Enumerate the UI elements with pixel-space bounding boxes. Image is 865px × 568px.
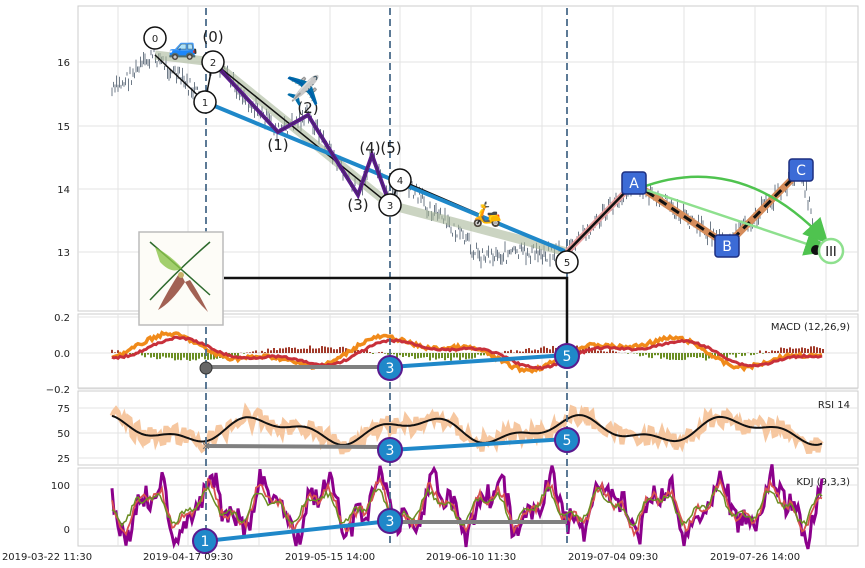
svg-text:III: III — [825, 245, 837, 260]
wave-3-marker: 3 — [378, 193, 402, 217]
svg-text:C: C — [796, 163, 806, 179]
x-axis: 2019-03-22 11:30 2019-04-17 09:30 2019-05-… — [2, 552, 800, 563]
subwave-label-3: (3) — [347, 196, 368, 214]
wave-sub-gray — [212, 61, 391, 206]
svg-text:5: 5 — [563, 349, 572, 365]
x-tick-label: 2019-07-26 14:00 — [710, 552, 800, 563]
svg-text:2: 2 — [210, 58, 216, 69]
macd-signal-line — [111, 335, 823, 371]
svg-text:1: 1 — [201, 534, 210, 550]
x-tick-label: 2019-04-17 09:30 — [143, 552, 233, 563]
wave-trend-blue — [204, 100, 568, 254]
wave-5-marker: 5 — [555, 250, 579, 274]
subwave-label-1: (1) — [267, 136, 288, 154]
subwave-label-5: (5) — [380, 139, 401, 157]
subwave-labels: (0) (1) (2) (3) (4) (5) — [202, 28, 401, 214]
y-tick-label: 13 — [57, 248, 70, 259]
emoji-icons: 🚙 ✈️ 🛵 — [168, 33, 502, 228]
svg-text:1: 1 — [202, 98, 208, 109]
y-tick-label: 16 — [57, 58, 70, 69]
macd-label: MACD (12,26,9) — [771, 322, 850, 333]
kdj-k-line — [111, 476, 823, 538]
wave-2-marker: 2 — [201, 50, 225, 74]
kdj-d-line — [111, 486, 823, 528]
kdj-j-line — [110, 464, 824, 550]
kdj-marker-1: 1 — [192, 528, 218, 554]
macd-marker-5: 5 — [554, 343, 580, 369]
x-tick-label: 2019-07-04 09:30 — [568, 552, 658, 563]
x-tick-label: 2019-05-15 14:00 — [285, 552, 375, 563]
svg-text:3: 3 — [386, 514, 395, 530]
inset-image — [138, 231, 224, 326]
inset-connector — [224, 276, 569, 350]
y-tick-label: 0.0 — [54, 349, 70, 360]
wave-0-marker: 0 — [143, 26, 167, 50]
subwave-label-4: (4) — [359, 139, 380, 157]
y-tick-label: 0 — [64, 525, 70, 536]
y-tick-label: 75 — [57, 404, 70, 415]
svg-text:5: 5 — [564, 258, 570, 269]
kdj-label: KDJ (9,3,3) — [796, 477, 850, 488]
wave-1-marker: 1 — [193, 90, 217, 114]
rsi-marker-3: 3 — [377, 437, 403, 463]
x-tick-label: 2019-06-10 11:30 — [426, 552, 516, 563]
svg-text:✕: ✕ — [201, 440, 210, 453]
y-tick-label: 15 — [57, 122, 70, 133]
y-tick-label: −0.2 — [46, 385, 70, 396]
rsi-line — [111, 414, 823, 446]
end-marker-iii: III — [811, 237, 845, 265]
subwave-label-2: (2) — [297, 99, 318, 117]
svg-text:4: 4 — [397, 176, 403, 187]
y-tick-label: 14 — [57, 185, 70, 196]
x-tick-label: 2019-03-22 11:30 — [2, 552, 92, 563]
projection-green-1 — [639, 186, 830, 256]
y-tick-label: 100 — [51, 481, 70, 492]
projection-green-2 — [639, 175, 829, 244]
kdj-marker-3: 3 — [377, 508, 403, 534]
svg-text:B: B — [722, 239, 732, 255]
subwave-label-0: (0) — [202, 28, 223, 46]
box-b: B — [714, 234, 740, 258]
rsi-label: RSI 14 — [818, 400, 850, 411]
svg-text:3: 3 — [387, 201, 393, 212]
y-tick-label: 25 — [57, 454, 70, 465]
plane-icon: ✈️ — [286, 73, 321, 107]
box-a: A — [621, 171, 647, 195]
macd-line — [111, 330, 823, 374]
rsi-marker-5: 5 — [554, 427, 580, 453]
svg-text:5: 5 — [563, 433, 572, 449]
svg-text:A: A — [629, 176, 639, 192]
abc-boxes: A B C III — [621, 158, 845, 265]
svg-text:0: 0 — [152, 34, 158, 45]
svg-text:3: 3 — [386, 443, 395, 459]
svg-text:3: 3 — [386, 361, 395, 377]
y-tick-label: 50 — [57, 429, 70, 440]
correction-a-line — [566, 182, 635, 253]
box-c: C — [788, 158, 814, 182]
wave-4-marker: 4 — [388, 168, 412, 192]
y-tick-label: 0.2 — [54, 313, 70, 324]
indicator-overlays: 3 5 ✕ 3 5 1 3 — [192, 343, 580, 554]
wave-number-markers: 0 1 2 3 4 5 — [143, 26, 579, 274]
scooter-icon: 🛵 — [472, 200, 502, 228]
macd-marker-3: 3 — [377, 355, 403, 381]
car-icon: 🚙 — [168, 33, 198, 61]
